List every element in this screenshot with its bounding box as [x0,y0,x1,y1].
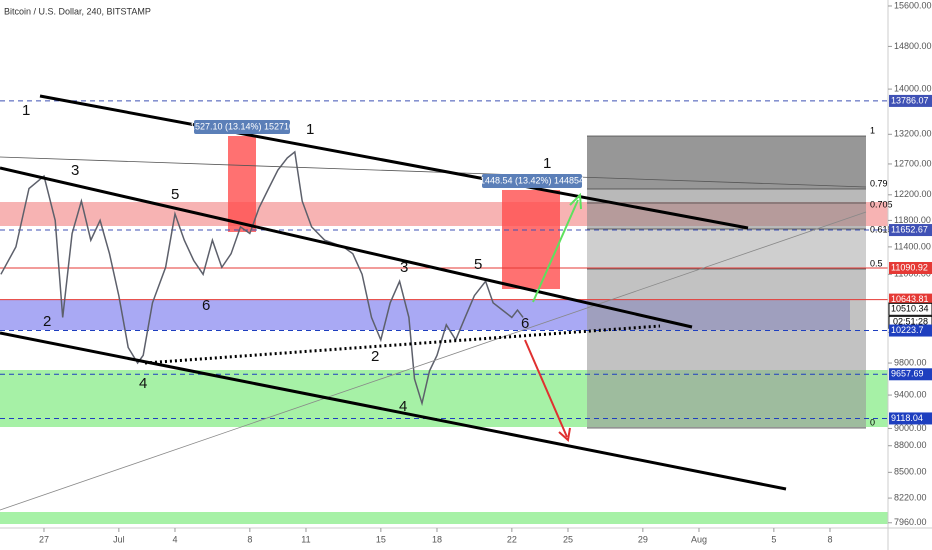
x-tick-label: 4 [172,534,177,544]
y-tick-label: 15600.00 [894,0,932,10]
y-tick-label: 9000.00 [894,423,927,433]
wave-label: 1 [543,155,551,172]
wave-label: 4 [399,398,407,415]
price-label-bg [889,94,932,107]
wave-label: 2 [43,313,51,330]
fib-label: 0.5 [870,258,883,268]
arrows [524,192,582,442]
fib-zone [587,136,866,189]
measure-label: 1448.54 (13.42%) 144854 [480,175,584,185]
fib-zone [587,189,866,229]
wave-label: 3 [71,162,79,179]
price-label-bg [889,368,932,381]
x-tick-label: 18 [432,534,442,544]
x-tick-label: 29 [638,534,648,544]
y-tick-label: 8220.00 [894,492,927,502]
price-label-bg [889,224,932,237]
fib-label: 0.705 [870,199,893,209]
price-label: 10223.7 [891,325,924,335]
y-tick-label: 14800.00 [894,41,932,51]
fib-zone [587,229,866,269]
price-label-bg [889,262,932,275]
measure-label-bg [194,120,290,134]
price-label: 11652.67 [891,224,928,234]
y-tick-label: 13200.00 [894,129,932,139]
price-label-bg [888,302,932,316]
x-tick-label: 8 [247,534,252,544]
y-tick-label: 8800.00 [894,440,927,450]
fib-label: 1 [870,125,875,135]
x-tick-label: 11 [301,534,310,544]
fib-label: 0.79 [870,178,888,188]
x-tick-label: Jul [113,534,125,544]
fib-zone [587,269,866,428]
chart-title: Bitcoin / U.S. Dollar, 240, BITSTAMP [4,6,151,16]
price-label: 13786.07 [891,95,929,105]
countdown: 02:51:28 [893,317,928,327]
measure-label-bg [482,174,582,188]
price-label: 9118.04 [891,413,923,423]
price-label-bg [889,412,932,425]
price-label: 11090.92 [891,262,928,272]
price-label: 10643.81 [891,294,929,304]
wave-label: 5 [474,256,482,273]
x-tick-label: 8 [827,534,832,544]
wave-label: 6 [202,297,210,314]
x-tick-label: Aug [691,534,707,544]
price-label-bg [889,293,932,306]
wave-label: 1 [22,102,30,119]
measure-label: 1527.10 (13.14%) 152710 [190,121,294,131]
wave-label: 2 [371,348,379,365]
price-label-bg [889,324,932,337]
trend-lines [0,94,867,511]
y-tick-label: 8500.00 [894,467,927,477]
x-tick-label: 22 [507,534,517,544]
wave-label: 1 [306,121,314,138]
x-tick-label: 5 [771,534,776,544]
price-label: 10510.34 [891,304,929,314]
fib-label: 0 [870,417,875,427]
y-tick-label: 12700.00 [894,158,932,168]
x-tick-label: 25 [563,534,573,544]
y-tick-label: 14000.00 [894,83,932,93]
price-label: 9657.69 [891,369,924,379]
bottom-zone [0,512,888,524]
y-tick-label: 9400.00 [894,389,927,399]
fib-levels [587,135,866,429]
x-tick-label: 27 [39,534,49,544]
fib-label: 0.618 [870,224,893,234]
measure-box [228,136,256,232]
price-line-series [0,150,524,407]
y-tick-label: 11400.00 [894,241,931,251]
measure-box [502,190,560,289]
y-tick-label: 11800.00 [894,215,931,225]
wave-label: 4 [139,375,147,392]
y-tick-label: 9800.00 [894,357,927,367]
wave-label: 3 [400,259,408,276]
x-tick-label: 15 [376,534,386,544]
y-tick-label: 12200.00 [894,189,932,199]
wave-label: 6 [521,315,529,332]
y-tick-label: 7960.00 [894,517,927,527]
wave-label: 5 [171,186,179,203]
